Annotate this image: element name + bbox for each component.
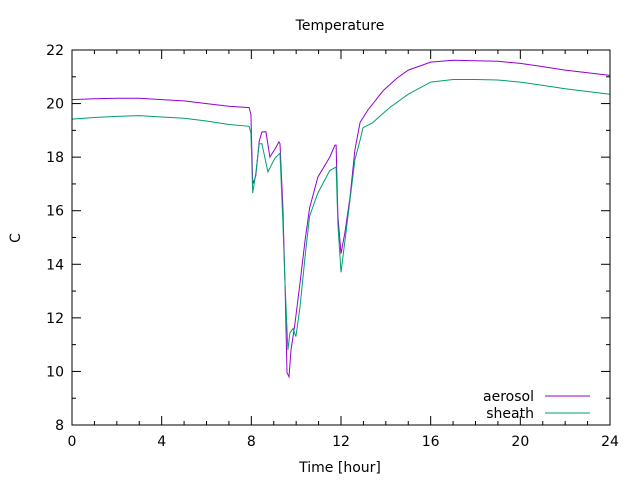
y-tick-label: 10: [46, 364, 64, 380]
x-axis-label: Time [hour]: [298, 460, 381, 476]
x-tick-label: 12: [332, 434, 350, 450]
axis-ticks: 0 4 8 12 16 20 24 8 10 12 14 16 18 20 22: [46, 43, 619, 450]
y-tick-label: 14: [46, 257, 64, 273]
series-line-sheath: [71, 79, 611, 351]
series-lines: [71, 59, 611, 379]
y-tick-label: 12: [46, 311, 64, 327]
y-tick-label: 20: [46, 97, 64, 113]
x-tick-label: 8: [247, 434, 256, 450]
y-tick-label: 16: [46, 204, 64, 220]
x-tick-label: 20: [511, 434, 529, 450]
legend-label-aerosol: aerosol: [483, 389, 534, 405]
x-tick-label: 24: [601, 434, 619, 450]
y-tick-label: 22: [46, 43, 64, 59]
y-tick-label: 8: [55, 418, 64, 434]
y-tick-label: 18: [46, 150, 64, 166]
chart-title: Temperature: [295, 18, 385, 34]
x-tick-label: 0: [68, 434, 77, 450]
x-tick-label: 16: [422, 434, 440, 450]
y-axis-label: C: [8, 233, 24, 243]
plot-frame: [71, 49, 611, 426]
x-tick-label: 4: [157, 434, 166, 450]
legend-label-sheath: sheath: [486, 406, 534, 422]
series-line-aerosol: [71, 59, 611, 379]
